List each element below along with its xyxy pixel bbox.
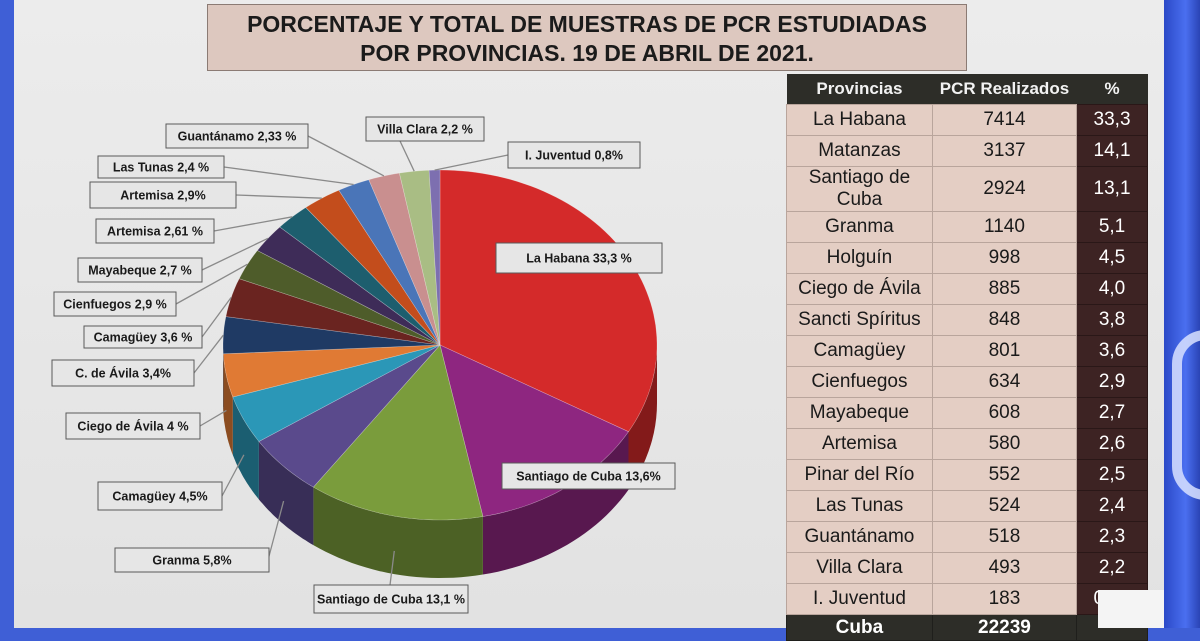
corner-overlay <box>1098 590 1164 628</box>
province-cell: Ciego de Ávila <box>787 274 933 305</box>
percent-cell: 3,8 <box>1077 305 1148 336</box>
percent-cell: 4,0 <box>1077 274 1148 305</box>
leader-line <box>224 167 354 185</box>
leader-line <box>200 410 226 426</box>
percent-cell: 4,5 <box>1077 243 1148 274</box>
province-cell: La Habana <box>787 105 933 136</box>
percent-cell: 5,1 <box>1077 212 1148 243</box>
slice-label: Camagüey 3,6 % <box>94 331 193 345</box>
pcr-cell: 3137 <box>932 136 1076 167</box>
slice-label: C. de Ávila 3,4% <box>75 366 171 381</box>
leader-line <box>435 155 508 170</box>
slice-label: Granma 5,8% <box>152 554 231 568</box>
province-cell: Holguín <box>787 243 933 274</box>
slice-label: Las Tunas 2,4 % <box>113 161 209 175</box>
slice-label: Santiago de Cuba 13,1 % <box>317 593 465 607</box>
slice-label: Cienfuegos 2,9 % <box>63 298 167 312</box>
header-pcr: PCR Realizados <box>932 74 1076 105</box>
pie-chart: La Habana 33,3 % Santiago de Cuba 13,6% Sa… <box>0 0 785 628</box>
leader-line <box>308 136 384 176</box>
table-row: I. Juventud1830,82 <box>787 584 1148 615</box>
percent-cell: 2,9 <box>1077 367 1148 398</box>
pcr-cell: 183 <box>932 584 1076 615</box>
province-cell: Guantánamo <box>787 522 933 553</box>
pcr-cell: 1140 <box>932 212 1076 243</box>
province-cell: Camagüey <box>787 336 933 367</box>
province-cell: I. Juventud <box>787 584 933 615</box>
province-cell: Las Tunas <box>787 491 933 522</box>
pcr-cell: 634 <box>932 367 1076 398</box>
province-cell: Pinar del Río <box>787 460 933 491</box>
side-decoration-ring <box>1172 330 1200 500</box>
province-cell: Matanzas <box>787 136 933 167</box>
percent-cell: 13,1 <box>1077 167 1148 212</box>
percent-cell: 2,5 <box>1077 460 1148 491</box>
percent-cell: 33,3 <box>1077 105 1148 136</box>
province-cell: Granma <box>787 212 933 243</box>
slice-label: La Habana 33,3 % <box>526 252 632 266</box>
percent-cell: 2,3 <box>1077 522 1148 553</box>
pcr-cell: 848 <box>932 305 1076 336</box>
leader-line <box>236 195 322 198</box>
pcr-cell: 801 <box>932 336 1076 367</box>
percent-cell: 2,4 <box>1077 491 1148 522</box>
pcr-cell: 552 <box>932 460 1076 491</box>
leader-line <box>400 141 414 171</box>
percent-cell: 2,6 <box>1077 429 1148 460</box>
percent-cell: 3,6 <box>1077 336 1148 367</box>
side-decoration <box>1164 0 1200 628</box>
slice-label: Artemisa 2,61 % <box>107 225 203 239</box>
header-provincias: Provincias <box>787 74 933 105</box>
province-cell: Villa Clara <box>787 553 933 584</box>
pcr-cell: 608 <box>932 398 1076 429</box>
province-cell: Santiago de Cuba <box>787 167 933 212</box>
province-cell: Cienfuegos <box>787 367 933 398</box>
slice-label: Camagüey 4,5% <box>112 490 207 504</box>
slice-label: Artemisa 2,9% <box>120 189 205 203</box>
pcr-cell: 518 <box>932 522 1076 553</box>
leader-line <box>222 455 244 496</box>
percent-cell: 14,1 <box>1077 136 1148 167</box>
pcr-cell: 7414 <box>932 105 1076 136</box>
pcr-cell: 580 <box>932 429 1076 460</box>
percent-cell: 2,2 <box>1077 553 1148 584</box>
header-percent: % <box>1077 74 1148 105</box>
slice-label: Guantánamo 2,33 % <box>178 130 297 144</box>
slice-label: I. Juventud 0,8% <box>525 149 623 163</box>
slice-label: Ciego de Ávila 4 % <box>77 419 188 434</box>
province-cell: Sancti Spíritus <box>787 305 933 336</box>
pcr-cell: 998 <box>932 243 1076 274</box>
slice-label: Mayabeque 2,7 % <box>88 264 192 278</box>
pcr-cell: 493 <box>932 553 1076 584</box>
table-header-row: Provincias PCR Realizados % <box>787 74 1148 105</box>
province-cell: Mayabeque <box>787 398 933 429</box>
pcr-cell: 2924 <box>932 167 1076 212</box>
percent-cell: 2,7 <box>1077 398 1148 429</box>
slice-label: Villa Clara 2,2 % <box>377 123 473 137</box>
pcr-cell: 885 <box>932 274 1076 305</box>
pcr-cell: 524 <box>932 491 1076 522</box>
province-cell: Artemisa <box>787 429 933 460</box>
slice-label: Santiago de Cuba 13,6% <box>516 470 660 484</box>
